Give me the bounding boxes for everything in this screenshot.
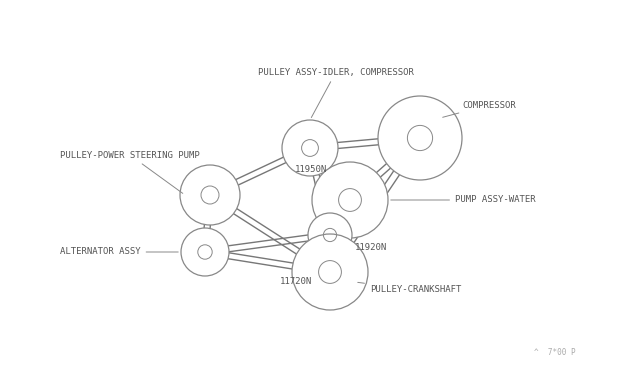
Text: 11920N: 11920N [355, 244, 387, 253]
Text: COMPRESSOR: COMPRESSOR [443, 100, 516, 117]
Text: PULLEY-CRANKSHAFT: PULLEY-CRANKSHAFT [358, 282, 461, 295]
Text: 11720N: 11720N [280, 278, 312, 286]
Text: ^  7*00 P: ^ 7*00 P [534, 348, 576, 357]
Text: PULLEY ASSY-IDLER, COMPRESSOR: PULLEY ASSY-IDLER, COMPRESSOR [258, 67, 414, 118]
Ellipse shape [181, 228, 229, 276]
Ellipse shape [292, 234, 368, 310]
Ellipse shape [180, 165, 240, 225]
Ellipse shape [312, 162, 388, 238]
Text: PUMP ASSY-WATER: PUMP ASSY-WATER [391, 196, 536, 205]
Ellipse shape [282, 120, 338, 176]
Ellipse shape [308, 213, 352, 257]
Text: PULLEY-POWER STEERING PUMP: PULLEY-POWER STEERING PUMP [60, 151, 200, 193]
Ellipse shape [378, 96, 462, 180]
Text: 11950N: 11950N [295, 166, 327, 174]
Text: ALTERNATOR ASSY: ALTERNATOR ASSY [60, 247, 178, 257]
